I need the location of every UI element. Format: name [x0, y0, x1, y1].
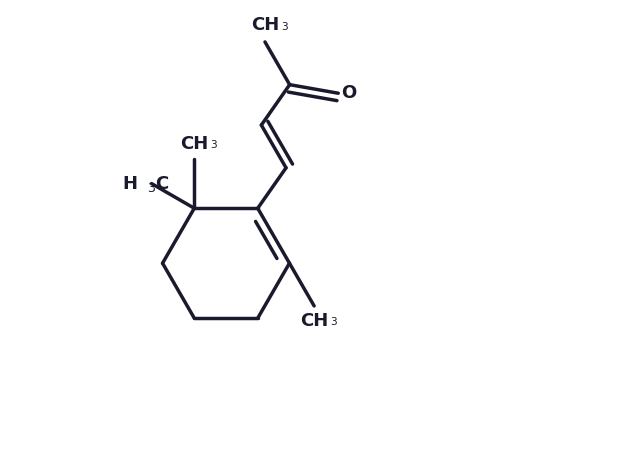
Text: $_3$C: $_3$C [147, 173, 170, 194]
Text: CH: CH [300, 312, 328, 330]
Text: O: O [341, 84, 356, 102]
Text: $_3$: $_3$ [281, 18, 289, 33]
Text: $_3$: $_3$ [210, 136, 218, 151]
Text: CH: CH [251, 16, 279, 34]
Text: $_3$: $_3$ [330, 313, 338, 329]
Text: CH: CH [180, 135, 209, 153]
Text: H: H [122, 174, 138, 193]
